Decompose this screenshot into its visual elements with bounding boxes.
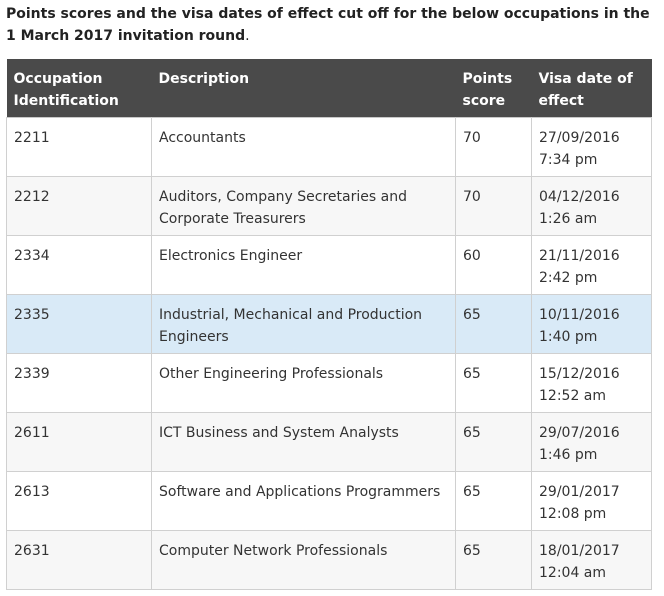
cell-visa-date: 10/11/2016 1:40 pm <box>531 293 652 354</box>
table-row: 2613 Software and Applications Programme… <box>6 470 652 531</box>
cell-points: 65 <box>455 470 532 531</box>
cell-visa-date: 15/12/2016 12:52 am <box>531 352 652 413</box>
cell-date: 15/12/2016 <box>539 365 620 382</box>
cell-points: 65 <box>455 529 532 590</box>
intro-paragraph: Points scores and the visa dates of effe… <box>6 3 656 47</box>
cell-occupation: 2339 <box>6 352 152 413</box>
cell-date: 18/01/2017 <box>539 542 620 559</box>
cell-visa-date: 18/01/2017 12:04 am <box>531 529 652 590</box>
cell-time: 1:40 pm <box>539 328 598 345</box>
table-row: 2211 Accountants 70 27/09/2016 7:34 pm <box>6 116 652 177</box>
cell-points: 70 <box>455 116 532 177</box>
cell-date: 21/11/2016 <box>539 247 620 264</box>
cell-description: Software and Applications Programmers <box>151 470 456 531</box>
cell-occupation: 2334 <box>6 234 152 295</box>
cell-occupation: 2613 <box>6 470 152 531</box>
cell-points: 65 <box>455 352 532 413</box>
cell-description: Auditors, Company Secretaries and Corpor… <box>151 175 456 236</box>
intro-suffix: . <box>245 28 250 44</box>
cell-description: ICT Business and System Analysts <box>151 411 456 472</box>
table-row: 2611 ICT Business and System Analysts 65… <box>6 411 652 472</box>
cell-description: Industrial, Mechanical and Production En… <box>151 293 456 354</box>
cell-occupation: 2631 <box>6 529 152 590</box>
header-visa-date: Visa date of effect <box>538 71 633 109</box>
cell-visa-date: 29/07/2016 1:46 pm <box>531 411 652 472</box>
cell-time: 1:26 am <box>539 210 598 227</box>
cell-time: 12:04 am <box>539 564 607 581</box>
header-points: Points score <box>462 71 513 109</box>
cell-date: 29/07/2016 <box>539 424 620 441</box>
cell-occupation: 2611 <box>6 411 152 472</box>
occupations-table: Occupation Identification Description Po… <box>6 59 652 590</box>
table-row: 2339 Other Engineering Professionals 65 … <box>6 352 652 413</box>
cell-visa-date: 27/09/2016 7:34 pm <box>531 116 652 177</box>
table-row: 2334 Electronics Engineer 60 21/11/2016 2… <box>6 234 652 295</box>
table-row: 2212 Auditors, Company Secretaries and C… <box>6 175 652 236</box>
table-row-highlighted: 2335 Industrial, Mechanical and Producti… <box>6 293 652 354</box>
cell-description: Accountants <box>151 116 456 177</box>
cell-description: Other Engineering Professionals <box>151 352 456 413</box>
cell-points: 65 <box>455 411 532 472</box>
cell-time: 12:08 pm <box>539 505 607 522</box>
cell-description: Computer Network Professionals <box>151 529 456 590</box>
cell-time: 1:46 pm <box>539 446 598 463</box>
cell-points: 65 <box>455 293 532 354</box>
cell-date: 29/01/2017 <box>539 483 620 500</box>
cell-date: 10/11/2016 <box>539 306 620 323</box>
cell-date: 04/12/2016 <box>539 188 620 205</box>
cell-occupation: 2335 <box>6 293 152 354</box>
table-body: 2211 Accountants 70 27/09/2016 7:34 pm 22… <box>6 116 652 590</box>
header-description: Description <box>158 71 250 87</box>
table-header-row: Occupation Identification Description Po… <box>6 59 652 117</box>
cell-points: 70 <box>455 175 532 236</box>
header-occupation: Occupation Identification <box>13 71 119 109</box>
cell-time: 12:52 am <box>539 387 607 404</box>
cell-visa-date: 29/01/2017 12:08 pm <box>531 470 652 531</box>
cell-occupation: 2212 <box>6 175 152 236</box>
intro-bold-text: Points scores and the visa dates of effe… <box>6 6 650 44</box>
table-row: 2631 Computer Network Professionals 65 1… <box>6 529 652 590</box>
cell-time: 7:34 pm <box>539 151 598 168</box>
cell-time: 2:42 pm <box>539 269 598 286</box>
table-header: Occupation Identification Description Po… <box>6 59 652 117</box>
cell-date: 27/09/2016 <box>539 129 620 146</box>
cell-occupation: 2211 <box>6 116 152 177</box>
cell-points: 60 <box>455 234 532 295</box>
cell-description: Electronics Engineer <box>151 234 456 295</box>
cell-visa-date: 04/12/2016 1:26 am <box>531 175 652 236</box>
cell-visa-date: 21/11/2016 2:42 pm <box>531 234 652 295</box>
